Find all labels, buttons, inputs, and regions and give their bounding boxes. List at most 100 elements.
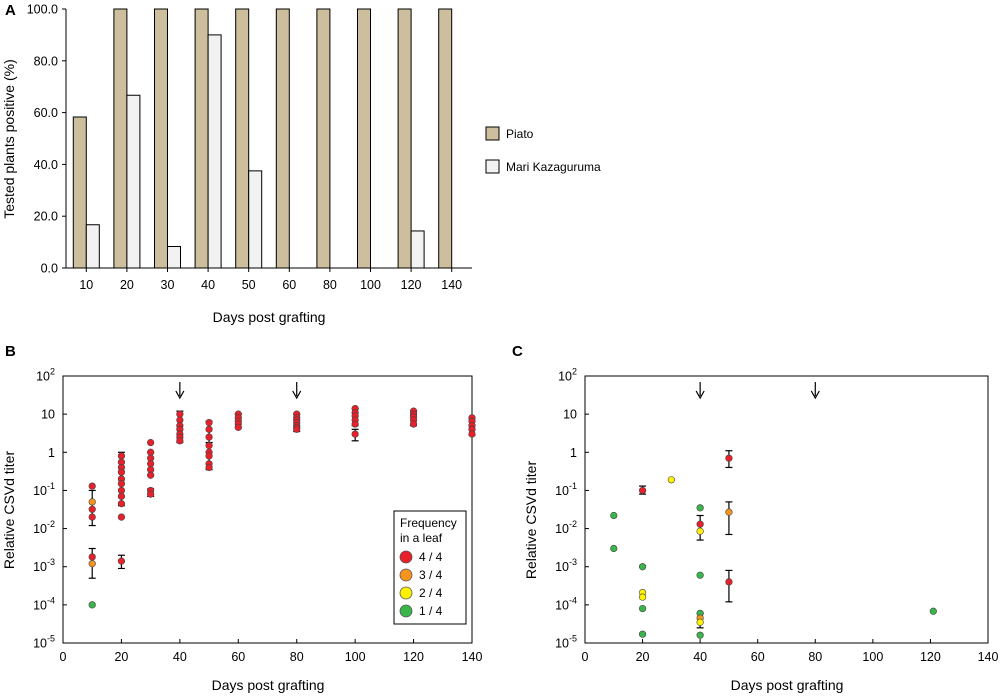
data-point-4-4 bbox=[409, 420, 418, 428]
arrow-head bbox=[695, 390, 705, 400]
y-tick-label: 1 bbox=[48, 446, 55, 460]
x-tick-label: 60 bbox=[231, 650, 245, 664]
bar-piato-100 bbox=[357, 8, 371, 269]
error-bar bbox=[725, 569, 733, 603]
arrow-marker bbox=[695, 382, 705, 400]
x-tick-label: 80 bbox=[808, 650, 822, 664]
x-tick-label: 10 bbox=[79, 278, 93, 292]
data-point-2-4 bbox=[667, 476, 675, 484]
data-point-4-4 bbox=[205, 441, 213, 450]
bar-mari-kazaguruma-40 bbox=[207, 34, 222, 269]
data-point-1-4 bbox=[638, 563, 647, 571]
panel-c: C 102 10 1 10-1 10-2 10-3 10-4 10-5 0 20 40 60 80 100… bbox=[512, 343, 998, 693]
bar-piato-140 bbox=[438, 8, 453, 269]
data-point-4-4 bbox=[205, 419, 213, 427]
x-tick-label: 40 bbox=[693, 650, 707, 664]
data-point-2-4 bbox=[638, 593, 647, 601]
y-tick-label: 100.0 bbox=[27, 3, 58, 17]
panel-a-x-label: Days post grafting bbox=[213, 309, 326, 325]
data-point-4-4 bbox=[176, 437, 184, 445]
y-tick-label: 102 bbox=[36, 367, 55, 384]
panel-c-x-label: Days post grafting bbox=[731, 677, 844, 693]
data-point-3-4 bbox=[88, 498, 96, 506]
x-tick-label: 0 bbox=[582, 650, 589, 664]
legend-marker-3-4 bbox=[399, 568, 413, 582]
legend-marker-2-4 bbox=[399, 586, 413, 600]
arrow-head bbox=[292, 390, 302, 400]
arrow-marker bbox=[292, 382, 302, 400]
y-tick-label: 10-2 bbox=[33, 519, 55, 536]
data-point-4-4 bbox=[88, 553, 96, 561]
legend-marker-4-4 bbox=[399, 550, 413, 564]
data-point-4-4 bbox=[117, 557, 126, 565]
data-point-4-4 bbox=[725, 578, 733, 586]
y-tick-label: 1 bbox=[570, 446, 577, 460]
y-tick-label: 10-1 bbox=[555, 481, 577, 498]
x-tick-label: 60 bbox=[751, 650, 765, 664]
data-point-4-4 bbox=[468, 430, 476, 438]
y-tick-label: 10-2 bbox=[555, 519, 577, 536]
error-bar bbox=[725, 501, 733, 536]
data-point-4-4 bbox=[351, 430, 359, 438]
data-point-4-4 bbox=[117, 480, 126, 488]
bar-mari-kazaguruma-120 bbox=[410, 230, 425, 269]
data-point-4-4 bbox=[117, 513, 126, 521]
data-point-4-4 bbox=[205, 433, 213, 441]
x-tick-label: 140 bbox=[441, 278, 462, 292]
data-point-1-4 bbox=[696, 504, 704, 512]
x-tick-label: 40 bbox=[201, 278, 215, 292]
legend-label-3-4: 3 / 4 bbox=[419, 568, 443, 582]
data-point-4-4 bbox=[117, 492, 126, 500]
y-tick-label: 20.0 bbox=[34, 210, 58, 224]
panel-c-plot-frame bbox=[584, 375, 989, 644]
data-point-4-4 bbox=[88, 505, 96, 513]
data-point-4-4 bbox=[205, 425, 213, 433]
data-point-4-4 bbox=[117, 468, 126, 476]
data-point-4-4 bbox=[293, 425, 301, 433]
data-point-4-4 bbox=[88, 482, 96, 490]
legend-label-1-4: 1 / 4 bbox=[419, 604, 443, 618]
bar-piato-30 bbox=[154, 8, 168, 269]
panel-a-legend: Piato Mari Kazaguruma bbox=[485, 126, 601, 174]
x-tick-label: 80 bbox=[323, 278, 337, 292]
legend-marker-1-4 bbox=[399, 604, 413, 618]
bar-piato-10 bbox=[72, 116, 87, 269]
y-tick-label: 0.0 bbox=[41, 262, 58, 276]
y-tick-label: 10-5 bbox=[33, 634, 55, 651]
bar-mari-kazaguruma-30 bbox=[167, 246, 181, 269]
x-tick-label: 40 bbox=[173, 650, 187, 664]
legend-title-line-1: Frequency bbox=[400, 516, 457, 530]
x-tick-label: 50 bbox=[242, 278, 256, 292]
x-tick-label: 20 bbox=[636, 650, 650, 664]
y-tick-label: 10-1 bbox=[33, 481, 55, 498]
bar-piato-50 bbox=[235, 8, 250, 269]
data-point-1-4 bbox=[696, 571, 704, 579]
data-point-4-4 bbox=[696, 520, 704, 528]
x-tick-label: 30 bbox=[161, 278, 175, 292]
legend-swatch-mari-kazaguruma bbox=[485, 159, 500, 174]
panel-c-y-label: Relative CSVd titer bbox=[523, 461, 539, 580]
panel-b-y-label: Relative CSVd titer bbox=[1, 451, 17, 570]
data-point-4-4 bbox=[147, 438, 155, 447]
data-point-4-4 bbox=[234, 423, 242, 431]
data-point-4-4 bbox=[117, 500, 126, 508]
x-tick-label: 100 bbox=[862, 650, 883, 664]
x-tick-label: 120 bbox=[920, 650, 941, 664]
bar-mari-kazaguruma-10 bbox=[85, 224, 100, 269]
panel-b: B 102 10 1 10-1 10-2 10-3 10-4 10-5 0 20 40 60 80 100… bbox=[1, 343, 482, 693]
arrow-head bbox=[175, 390, 185, 400]
data-point-1-4 bbox=[696, 631, 704, 639]
y-tick-label: 102 bbox=[558, 367, 577, 384]
legend-title-line-2: in a leaf bbox=[400, 531, 443, 545]
bar-piato-40 bbox=[194, 8, 209, 269]
data-point-4-4 bbox=[117, 452, 126, 460]
bar-mari-kazaguruma-50 bbox=[248, 170, 263, 269]
data-point-2-4 bbox=[696, 618, 704, 626]
data-point-1-4 bbox=[638, 604, 647, 613]
panel-b-x-label: Days post grafting bbox=[212, 677, 325, 693]
panel-a-label: A bbox=[5, 2, 16, 19]
x-tick-label: 60 bbox=[282, 278, 296, 292]
y-tick-label: 80.0 bbox=[34, 54, 58, 68]
x-tick-label: 100 bbox=[345, 650, 366, 664]
